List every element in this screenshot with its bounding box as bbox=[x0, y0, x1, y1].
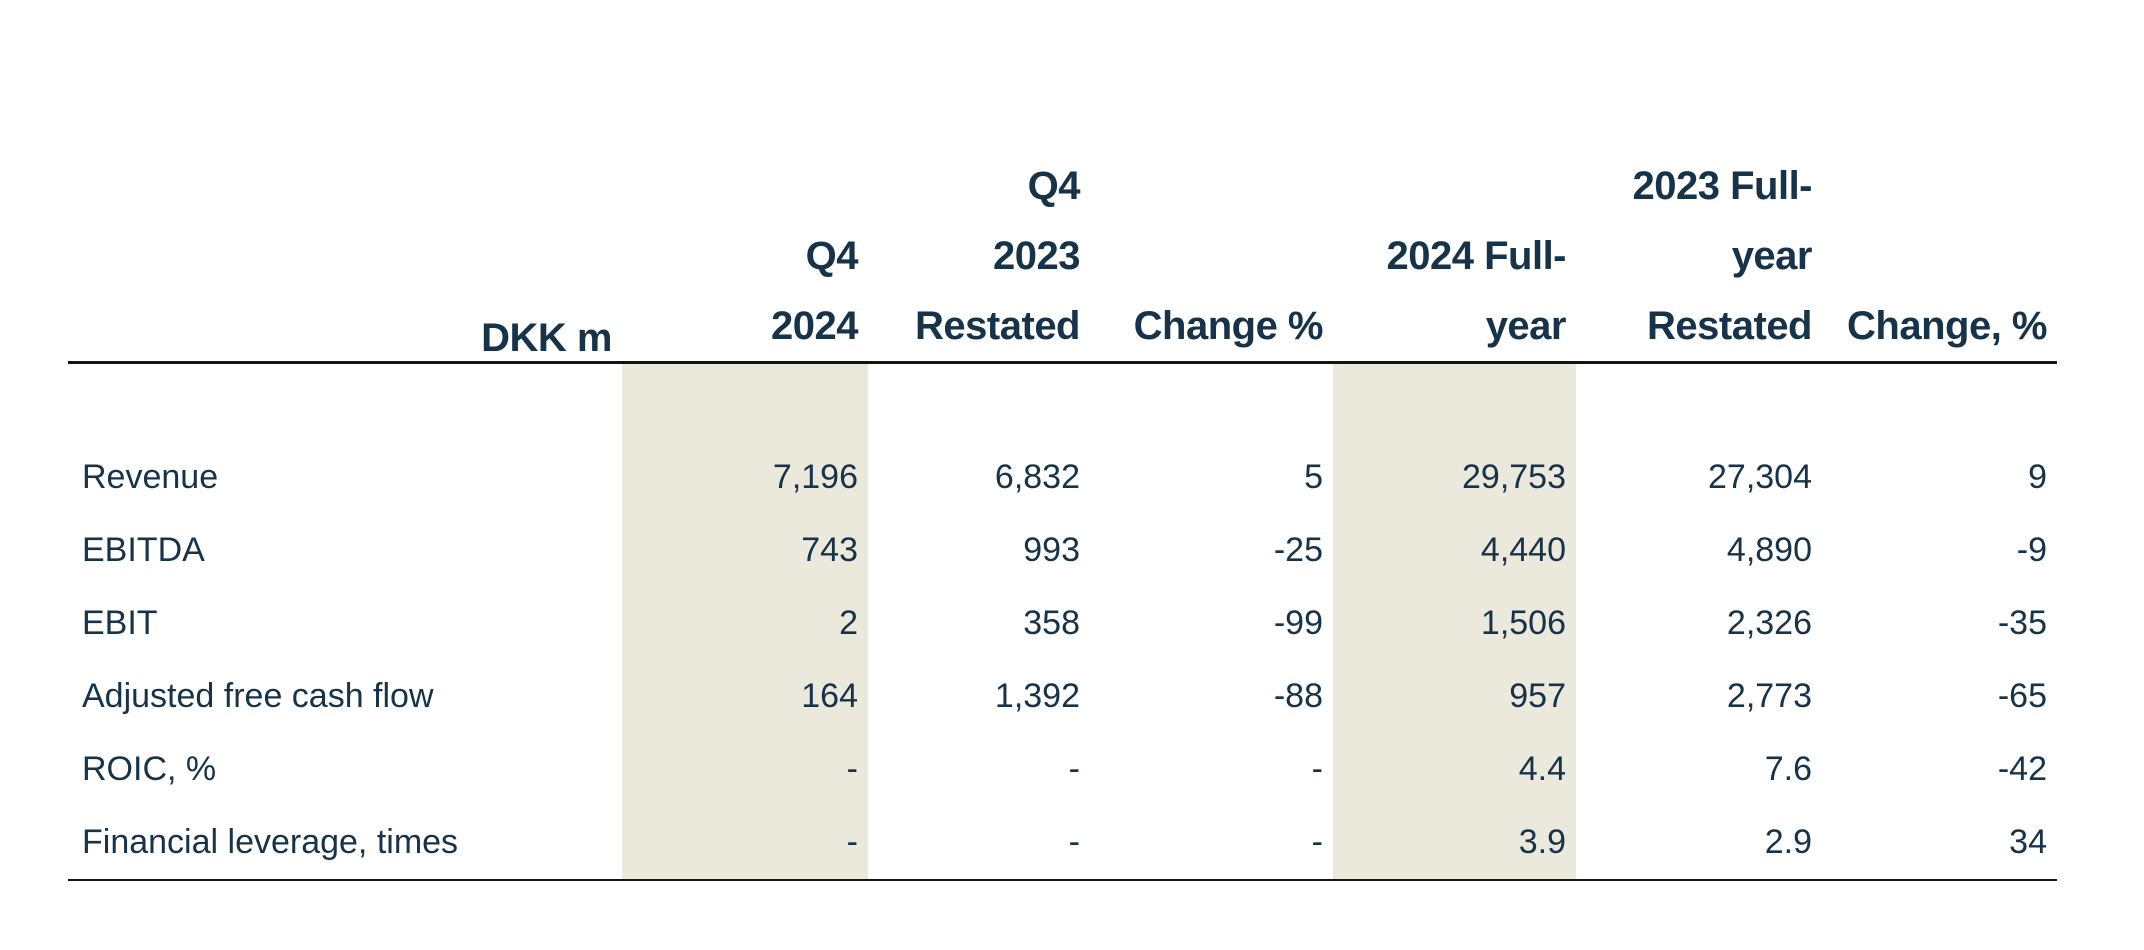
table-row-ebitda: EBITDA 743 993 -25 4,440 4,890 -9 bbox=[68, 514, 2057, 587]
cell: -65 bbox=[1997, 677, 2047, 715]
cell: 2.9 bbox=[1576, 806, 1822, 881]
row-label: EBIT bbox=[82, 604, 158, 642]
financial-summary-table: DKK m Q4 2024 Q4 2023 Restated Change % … bbox=[68, 0, 2057, 881]
cell: 358 bbox=[1023, 604, 1080, 642]
cell: 957 bbox=[1333, 660, 1576, 733]
row-label: Adjusted free cash flow bbox=[82, 677, 434, 715]
row-label: Revenue bbox=[82, 458, 219, 496]
cell: 4.4 bbox=[1333, 733, 1576, 806]
cell: -42 bbox=[1997, 750, 2047, 788]
cell: -9 bbox=[2016, 531, 2047, 569]
column-header-2023-full-year-restated: 2023 Full- year Restated bbox=[1576, 0, 1822, 364]
cell: 743 bbox=[622, 514, 868, 587]
table-row-ebit: EBIT 2 358 -99 1,506 2,326 -35 bbox=[68, 587, 2057, 660]
cell: -25 bbox=[1273, 531, 1323, 569]
column-header-change-fy: Change, % bbox=[1822, 0, 2057, 364]
header-line: Restated bbox=[915, 304, 1080, 348]
cell: 1,506 bbox=[1333, 587, 1576, 660]
row-label: ROIC, % bbox=[82, 750, 217, 788]
highlight-band-q4-2024 bbox=[622, 362, 868, 441]
column-header-q4-2023-restated: Q4 2023 Restated bbox=[868, 0, 1090, 364]
cell: 2,326 bbox=[1726, 604, 1812, 642]
table-row-financial-leverage: Financial leverage, times - - - 3.9 2.9 … bbox=[68, 806, 2057, 881]
header-line: year bbox=[1731, 234, 1813, 278]
cell: - bbox=[622, 733, 868, 806]
cell: 29,753 bbox=[1333, 441, 1576, 514]
cell: - bbox=[1068, 750, 1080, 788]
cell: -99 bbox=[1273, 604, 1323, 642]
cell: 6,832 bbox=[994, 458, 1080, 496]
cell: 4,890 bbox=[1726, 531, 1812, 569]
header-line: 2024 bbox=[771, 304, 858, 348]
table-row-revenue: Revenue 7,196 6,832 5 29,753 27,304 9 bbox=[68, 441, 2057, 514]
cell: - bbox=[622, 806, 868, 881]
cell: - bbox=[1311, 750, 1323, 788]
table-header-row: DKK m Q4 2024 Q4 2023 Restated Change % … bbox=[68, 0, 2057, 364]
header-line: Q4 bbox=[805, 234, 859, 278]
cell: 164 bbox=[622, 660, 868, 733]
cell: 9 bbox=[2028, 458, 2047, 496]
header-line: 2023 Full- bbox=[1632, 164, 1812, 208]
header-line: Change, % bbox=[1847, 304, 2047, 348]
cell: - bbox=[1090, 806, 1333, 881]
cell: 1,392 bbox=[994, 677, 1080, 715]
column-header-q4-2024: Q4 2024 bbox=[622, 0, 868, 364]
cell: - bbox=[868, 806, 1090, 881]
header-line: 2023 bbox=[993, 234, 1080, 278]
table-row-roic: ROIC, % - - - 4.4 7.6 -42 bbox=[68, 733, 2057, 806]
cell: 34 bbox=[1822, 806, 2057, 881]
header-line: year bbox=[1485, 304, 1567, 348]
cell: 3.9 bbox=[1333, 806, 1576, 881]
highlight-band-2024-full-year bbox=[1333, 362, 1576, 441]
cell: 993 bbox=[1023, 531, 1080, 569]
column-header-2024-full-year: 2024 Full- year bbox=[1333, 0, 1576, 364]
unit-label: DKK m bbox=[68, 0, 622, 364]
cell: 7,196 bbox=[622, 441, 868, 514]
cell: -35 bbox=[1997, 604, 2047, 642]
row-label: EBITDA bbox=[82, 531, 205, 569]
row-label: Financial leverage, times bbox=[68, 806, 622, 881]
header-line: 2024 Full- bbox=[1386, 234, 1566, 278]
cell: 2,773 bbox=[1726, 677, 1812, 715]
header-line: Q4 bbox=[1027, 164, 1081, 208]
cell: 7.6 bbox=[1764, 750, 1812, 788]
cell: 27,304 bbox=[1708, 458, 1812, 496]
header-line: Restated bbox=[1647, 304, 1812, 348]
header-line: Change % bbox=[1133, 304, 1324, 348]
cell: -88 bbox=[1273, 677, 1323, 715]
cell: 5 bbox=[1304, 458, 1323, 496]
cell: 4,440 bbox=[1333, 514, 1576, 587]
column-header-change-q: Change % bbox=[1090, 0, 1333, 364]
spacer-row bbox=[68, 362, 2057, 441]
cell: 2 bbox=[622, 587, 868, 660]
table-row-adjusted-free-cash-flow: Adjusted free cash flow 164 1,392 -88 95… bbox=[68, 660, 2057, 733]
